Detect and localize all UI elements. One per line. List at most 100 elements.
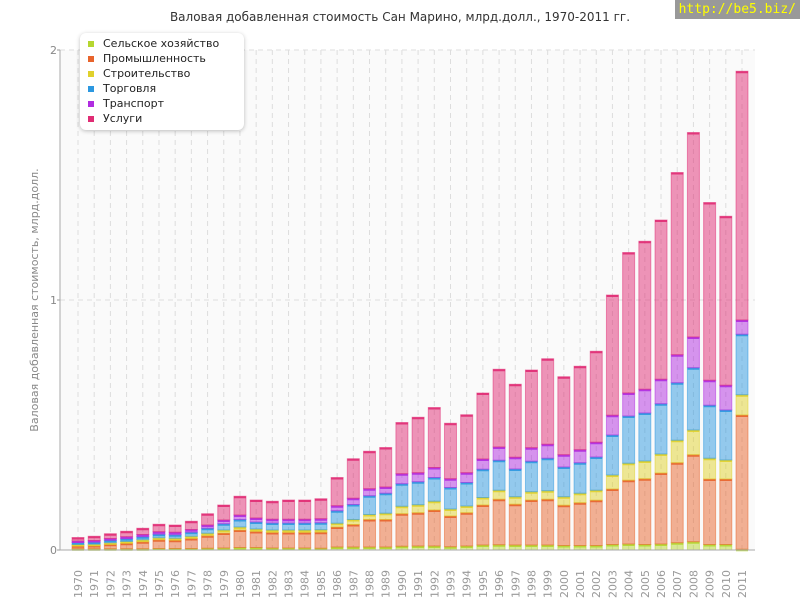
x-tick-label: 1997 xyxy=(509,570,522,598)
bar-segment xyxy=(541,457,555,492)
bar-segment xyxy=(427,477,441,502)
bar-segment xyxy=(638,388,652,414)
bar-segment xyxy=(686,367,700,431)
bar-segment xyxy=(460,414,474,474)
bar-segment xyxy=(622,479,636,545)
legend-label: Строительство xyxy=(103,67,191,80)
x-tick-label: 2004 xyxy=(623,570,636,598)
x-tick-label: 2009 xyxy=(704,570,717,598)
bar-segment xyxy=(411,512,425,547)
x-tick-label: 1976 xyxy=(169,570,182,598)
bar-segment xyxy=(703,478,717,545)
legend-item[interactable]: Сельское хозяйство xyxy=(88,36,238,51)
bar-segment xyxy=(524,447,538,462)
bar-segment xyxy=(330,526,344,548)
bar-segment xyxy=(217,504,231,521)
bar-segment xyxy=(686,454,700,543)
x-tick-label: 1982 xyxy=(266,570,279,598)
legend-label: Торговля xyxy=(103,82,157,95)
bar-segment xyxy=(314,531,328,549)
bar-segment xyxy=(686,132,700,338)
x-tick-label: 1988 xyxy=(364,570,377,598)
legend-swatch xyxy=(88,40,94,47)
x-tick-label: 1971 xyxy=(88,570,101,598)
bar-segment xyxy=(524,369,538,449)
x-tick-label: 1995 xyxy=(477,570,490,598)
bar-segment xyxy=(249,499,263,519)
bar-segment xyxy=(541,443,555,459)
bar-segment xyxy=(492,498,506,546)
bar-segment xyxy=(573,365,587,451)
bar-stack-2002 xyxy=(589,350,603,551)
bar-stack-1970 xyxy=(71,537,85,551)
legend-label: Транспорт xyxy=(103,97,164,110)
bar-segment xyxy=(638,478,652,545)
x-tick-label: 2000 xyxy=(558,570,571,598)
x-tick-label: 1996 xyxy=(493,570,506,598)
bar-segment xyxy=(508,468,522,498)
bar-stack-1980 xyxy=(233,495,247,551)
bar-segment xyxy=(282,532,296,549)
bar-stack-2001 xyxy=(573,365,587,551)
bar-stack-2008 xyxy=(686,132,700,551)
bar-segment xyxy=(492,459,506,491)
bar-segment xyxy=(670,439,684,464)
bar-stack-1972 xyxy=(103,533,117,551)
legend-item[interactable]: Торговля xyxy=(88,81,238,96)
bar-segment xyxy=(605,474,619,490)
bar-segment xyxy=(557,466,571,498)
bar-segment xyxy=(443,422,457,480)
legend-item[interactable]: Услуги xyxy=(88,111,238,126)
x-tick-label: 1989 xyxy=(380,570,393,598)
bar-segment xyxy=(460,482,474,507)
bar-stack-1974 xyxy=(136,527,150,551)
bar-segment xyxy=(703,404,717,459)
x-tick-label: 1975 xyxy=(153,570,166,598)
bar-stack-1997 xyxy=(508,383,522,551)
bar-segment xyxy=(460,512,474,547)
bar-stack-1975 xyxy=(152,523,166,551)
bar-segment xyxy=(654,472,668,545)
bar-stack-1996 xyxy=(492,368,506,551)
x-tick-label: 2001 xyxy=(574,570,587,598)
bar-stack-2000 xyxy=(557,376,571,551)
bar-segment xyxy=(686,429,700,456)
bar-segment xyxy=(589,499,603,546)
legend-label: Промышленность xyxy=(103,52,206,65)
bar-stack-1995 xyxy=(476,392,490,551)
bar-segment xyxy=(589,441,603,458)
legend-item[interactable]: Транспорт xyxy=(88,96,238,111)
legend-swatch xyxy=(88,70,94,77)
bar-stack-2007 xyxy=(670,172,684,551)
bar-segment xyxy=(314,498,328,520)
legend-label: Сельское хозяйство xyxy=(103,37,220,50)
bar-segment xyxy=(573,502,587,546)
bar-segment xyxy=(686,336,700,369)
x-tick-label: 1994 xyxy=(461,570,474,598)
bar-stack-1977 xyxy=(184,520,198,551)
bar-segment xyxy=(573,462,587,494)
bar-segment xyxy=(476,504,490,546)
bar-segment xyxy=(541,498,555,546)
bar-segment xyxy=(670,462,684,544)
x-tick-label: 1977 xyxy=(185,570,198,598)
bar-stack-1986 xyxy=(330,477,344,551)
bar-segment xyxy=(265,532,279,549)
bar-segment xyxy=(703,379,717,406)
bar-segment xyxy=(524,460,538,493)
legend-item[interactable]: Промышленность xyxy=(88,51,238,66)
x-tick-label: 2008 xyxy=(687,570,700,598)
x-tick-label: 2011 xyxy=(736,570,749,598)
legend-item[interactable]: Строительство xyxy=(88,66,238,81)
bar-segment xyxy=(670,354,684,384)
bar-segment xyxy=(249,531,263,548)
bar-segment xyxy=(411,481,425,506)
bar-stack-2010 xyxy=(719,215,733,551)
bar-segment xyxy=(622,252,636,394)
bar-segment xyxy=(719,459,733,480)
x-tick-label: 1984 xyxy=(299,570,312,598)
bar-segment xyxy=(346,524,360,548)
bar-segment xyxy=(735,414,749,550)
bar-segment xyxy=(719,409,733,461)
